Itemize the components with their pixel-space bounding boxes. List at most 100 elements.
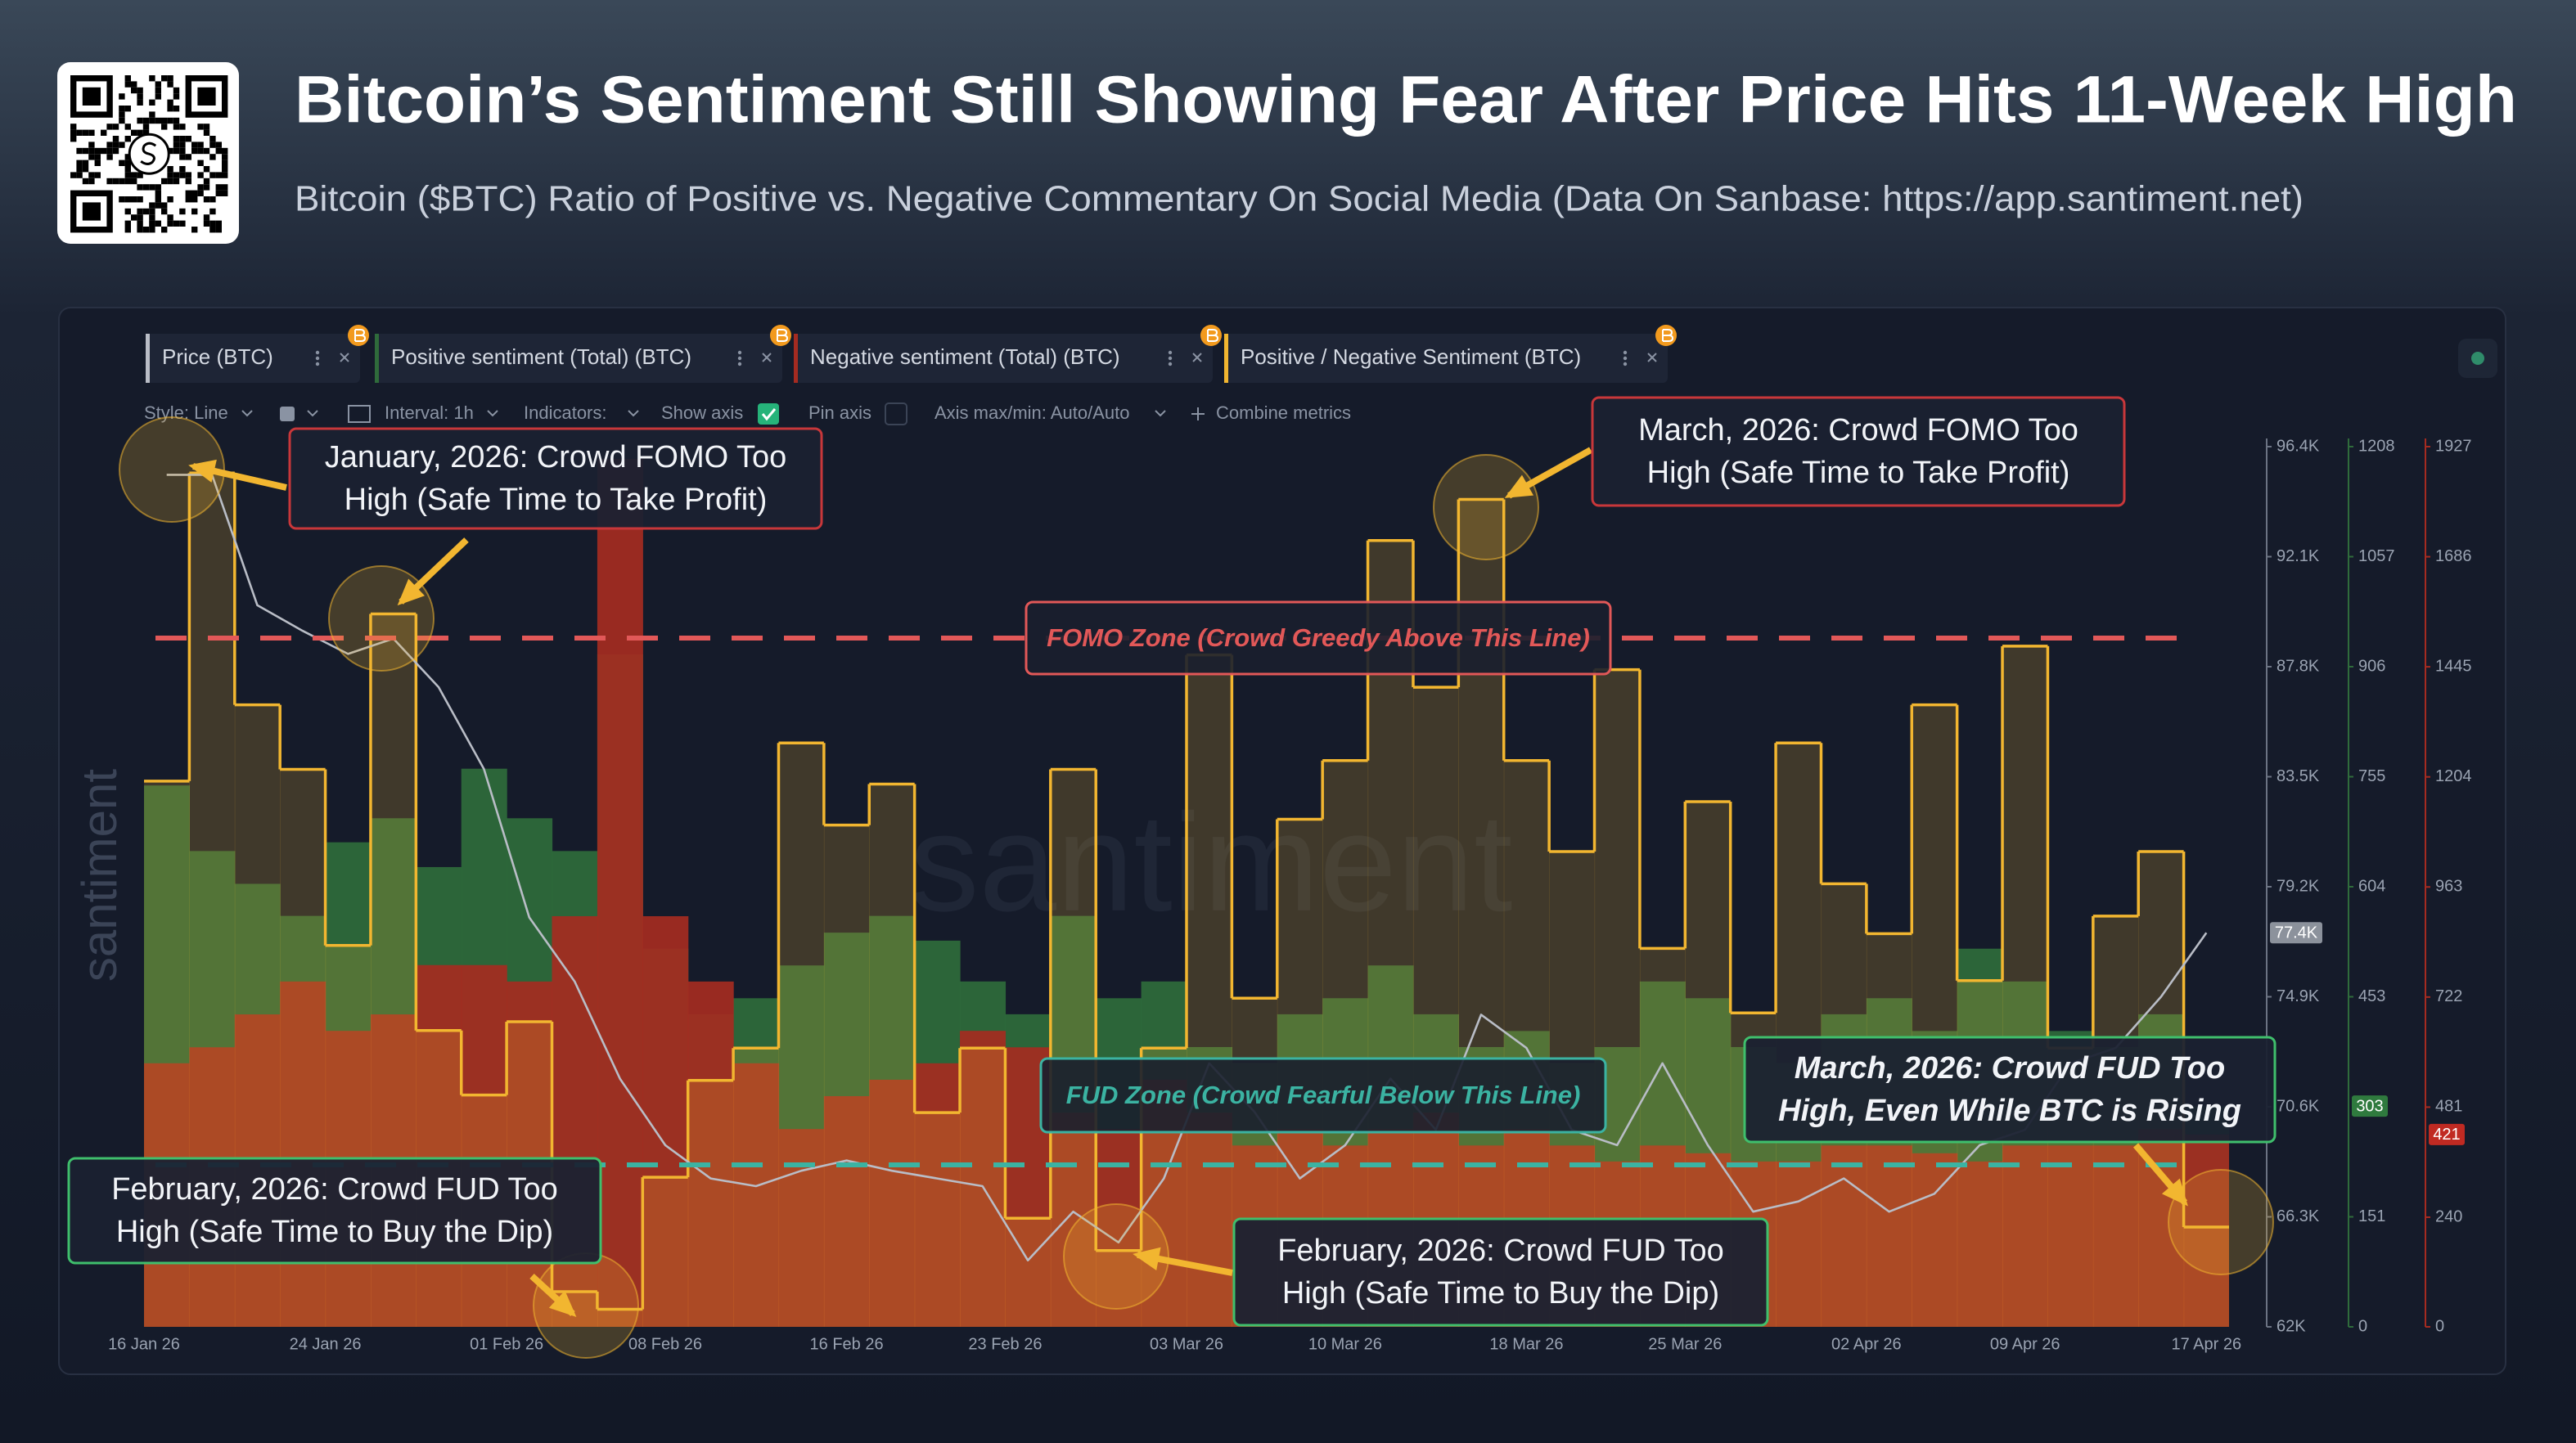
qr-module <box>76 172 83 178</box>
qr-module <box>173 172 180 178</box>
callout-text: High (Safe Time to Take Profit) <box>1647 456 2070 490</box>
combine-metrics-button[interactable]: Combine metrics <box>1216 402 1351 423</box>
ratio-fill <box>1187 654 1232 1327</box>
sentiment-bar <box>1096 1129 1142 1327</box>
qr-module <box>222 172 228 178</box>
qr-module <box>155 202 161 209</box>
qr-module <box>124 220 131 227</box>
qr-module <box>82 178 89 185</box>
toolbar: Style: Line Interval: 1h Indicators: Sho… <box>144 402 1351 425</box>
y-tick-label: 0 <box>2435 1317 2444 1335</box>
legend-tab[interactable] <box>146 334 360 383</box>
qr-module <box>197 184 204 191</box>
qr-module <box>222 147 228 155</box>
menu-dot <box>737 350 742 355</box>
callout-box <box>1232 1217 1769 1327</box>
qr-module <box>137 129 143 136</box>
qr-module <box>215 184 222 191</box>
qr-module <box>185 154 191 160</box>
qr-module <box>137 117 143 124</box>
qr-module <box>124 160 131 166</box>
qr-module <box>137 184 143 191</box>
qr-module <box>119 111 125 118</box>
qr-module <box>124 227 131 233</box>
qr-module <box>82 147 89 155</box>
sentiment-bar <box>733 1063 780 1327</box>
qr-module <box>222 190 228 196</box>
callout-text: February, 2026: Crowd FUD Too <box>1277 1234 1724 1268</box>
pin-axis-checkbox[interactable] <box>885 402 907 425</box>
qr-module <box>167 196 173 203</box>
qr-module <box>76 129 83 136</box>
qr-module <box>124 208 131 215</box>
sentiment-bar <box>1957 1161 2003 1327</box>
qr-module <box>173 178 180 185</box>
show-axis-checkbox[interactable] <box>758 403 779 425</box>
qr-module <box>112 147 119 155</box>
qr-module <box>137 214 143 221</box>
qr-module <box>112 142 119 148</box>
arrow-head <box>397 578 425 606</box>
qr-module <box>149 99 155 106</box>
current-value-label: 421 <box>2433 1126 2460 1144</box>
zone-label: FOMO Zone (Crowd Greedy Above This Line) <box>1047 623 1590 652</box>
sentiment-bar <box>687 981 734 1327</box>
y-tick-label: 92.1K <box>2277 547 2320 565</box>
qr-module <box>185 136 191 142</box>
qr-module <box>101 147 107 155</box>
qr-module <box>131 196 137 203</box>
legend-tab[interactable] <box>794 334 1213 383</box>
qr-module <box>197 147 204 155</box>
qr-module <box>209 154 216 160</box>
qr-module <box>155 220 161 227</box>
legend-tab[interactable] <box>1224 334 1668 383</box>
ratio-fill <box>1912 704 1958 1327</box>
qr-module <box>124 106 131 112</box>
qr-module <box>215 190 222 196</box>
callout-box <box>1591 396 2126 507</box>
ratio-fill <box>914 1113 961 1327</box>
y-tick-label: 963 <box>2435 878 2462 896</box>
show-axis-label: Show axis <box>661 402 743 423</box>
qr-module <box>155 117 161 124</box>
qr-module <box>197 160 204 166</box>
qr-module <box>197 124 204 130</box>
ratio-fill <box>325 945 372 1327</box>
qr-module <box>173 142 180 148</box>
ratio-fill <box>869 784 916 1327</box>
qr-module <box>161 208 168 215</box>
qr-module <box>119 106 125 112</box>
legend-swatch <box>375 334 379 383</box>
menu-dot <box>1168 362 1173 366</box>
interval-selector[interactable]: Interval: 1h <box>385 402 474 423</box>
qr-module <box>215 147 222 155</box>
legend: Price (BTC) Positive sentiment (Total) (B… <box>146 325 1677 383</box>
qr-module <box>142 184 150 191</box>
qr-module <box>173 106 180 112</box>
sentiment-bar <box>1776 1161 1822 1327</box>
callout-text: High (Safe Time to Take Profit) <box>345 483 768 517</box>
y-tick-label: 1686 <box>2435 547 2472 565</box>
zone-label-box <box>1025 600 1612 676</box>
indicators-selector[interactable]: Indicators: <box>524 402 607 423</box>
ratio-fill <box>687 1080 734 1327</box>
highlight-circle <box>1433 454 1539 560</box>
qr-module <box>137 87 143 94</box>
qr-module <box>106 142 113 148</box>
qr-module <box>209 227 216 233</box>
qr-module <box>149 214 155 221</box>
sentiment-bar <box>1050 1113 1097 1327</box>
axis-range-selector[interactable]: Axis max/min: Auto/Auto <box>934 402 1129 423</box>
x-tick-label: 24 Jan 26 <box>290 1335 362 1353</box>
qr-module <box>173 117 180 124</box>
color-swatch[interactable] <box>280 407 295 421</box>
menu-dot <box>1168 350 1173 355</box>
qr-module <box>124 124 131 130</box>
legend-tab[interactable] <box>375 334 782 383</box>
y-tick-label: 83.5K <box>2277 767 2320 785</box>
qr-module <box>167 75 173 82</box>
qr-module <box>119 160 125 166</box>
highlight-circle <box>2168 1169 2274 1275</box>
y-tick-label: 79.2K <box>2277 877 2320 895</box>
